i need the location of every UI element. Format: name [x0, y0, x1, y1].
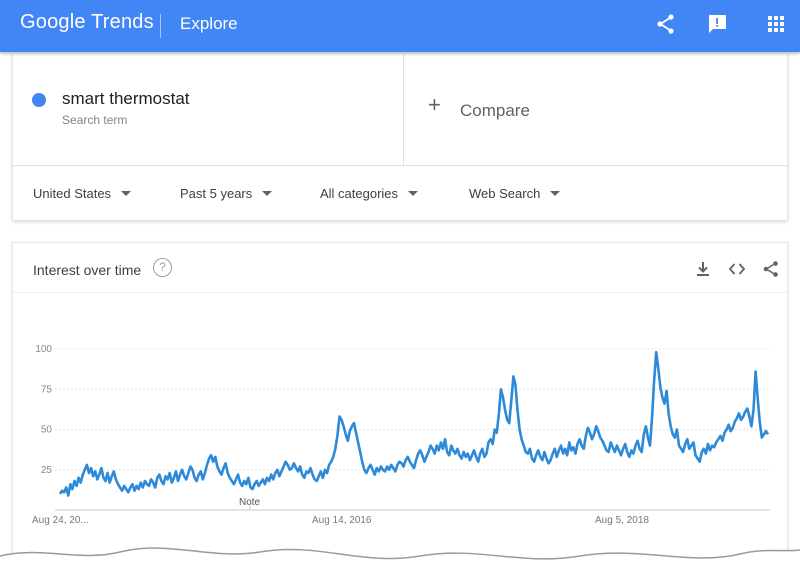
- filter-time-range-label: Past 5 years: [180, 186, 253, 201]
- feedback-icon[interactable]: [705, 12, 729, 36]
- compare-label: Compare: [460, 101, 530, 120]
- filter-time-range[interactable]: Past 5 years: [180, 186, 273, 201]
- filter-category-label: All categories: [320, 186, 399, 201]
- filter-search-type-label: Web Search: [469, 186, 541, 201]
- panel-divider: [12, 165, 788, 166]
- download-icon[interactable]: [693, 259, 713, 279]
- help-icon[interactable]: ?: [153, 258, 172, 277]
- filter-category[interactable]: All categories: [320, 186, 419, 201]
- series-color-dot: [32, 93, 46, 107]
- share-icon[interactable]: [654, 12, 678, 36]
- card-title: Interest over time: [33, 262, 142, 278]
- google-trends-logo[interactable]: Google Trends: [20, 11, 154, 33]
- compare-button[interactable]: + Compare: [404, 54, 788, 165]
- filter-region-label: United States: [33, 186, 112, 201]
- search-term-box[interactable]: smart thermostat Search term: [12, 54, 404, 165]
- caret-down-icon: [550, 191, 561, 197]
- filter-search-type[interactable]: Web Search: [469, 186, 561, 201]
- embed-icon[interactable]: [727, 259, 747, 279]
- search-term-sublabel: Search term: [62, 113, 128, 127]
- caret-down-icon: [262, 191, 273, 197]
- caret-down-icon: [408, 191, 419, 197]
- filter-region[interactable]: United States: [33, 186, 132, 201]
- search-panel: [12, 54, 788, 220]
- search-term-name[interactable]: smart thermostat: [62, 89, 190, 108]
- caret-down-icon: [121, 191, 132, 197]
- interest-over-time-card: Interest over time ?: [12, 242, 788, 572]
- app-header: Google Trends Explore: [0, 0, 800, 52]
- apps-grid-icon[interactable]: [764, 12, 788, 36]
- page-title: Explore: [180, 14, 238, 33]
- header-divider: [160, 14, 161, 38]
- share-icon[interactable]: [761, 259, 781, 279]
- card-divider: [13, 292, 787, 293]
- plus-icon: +: [428, 92, 441, 117]
